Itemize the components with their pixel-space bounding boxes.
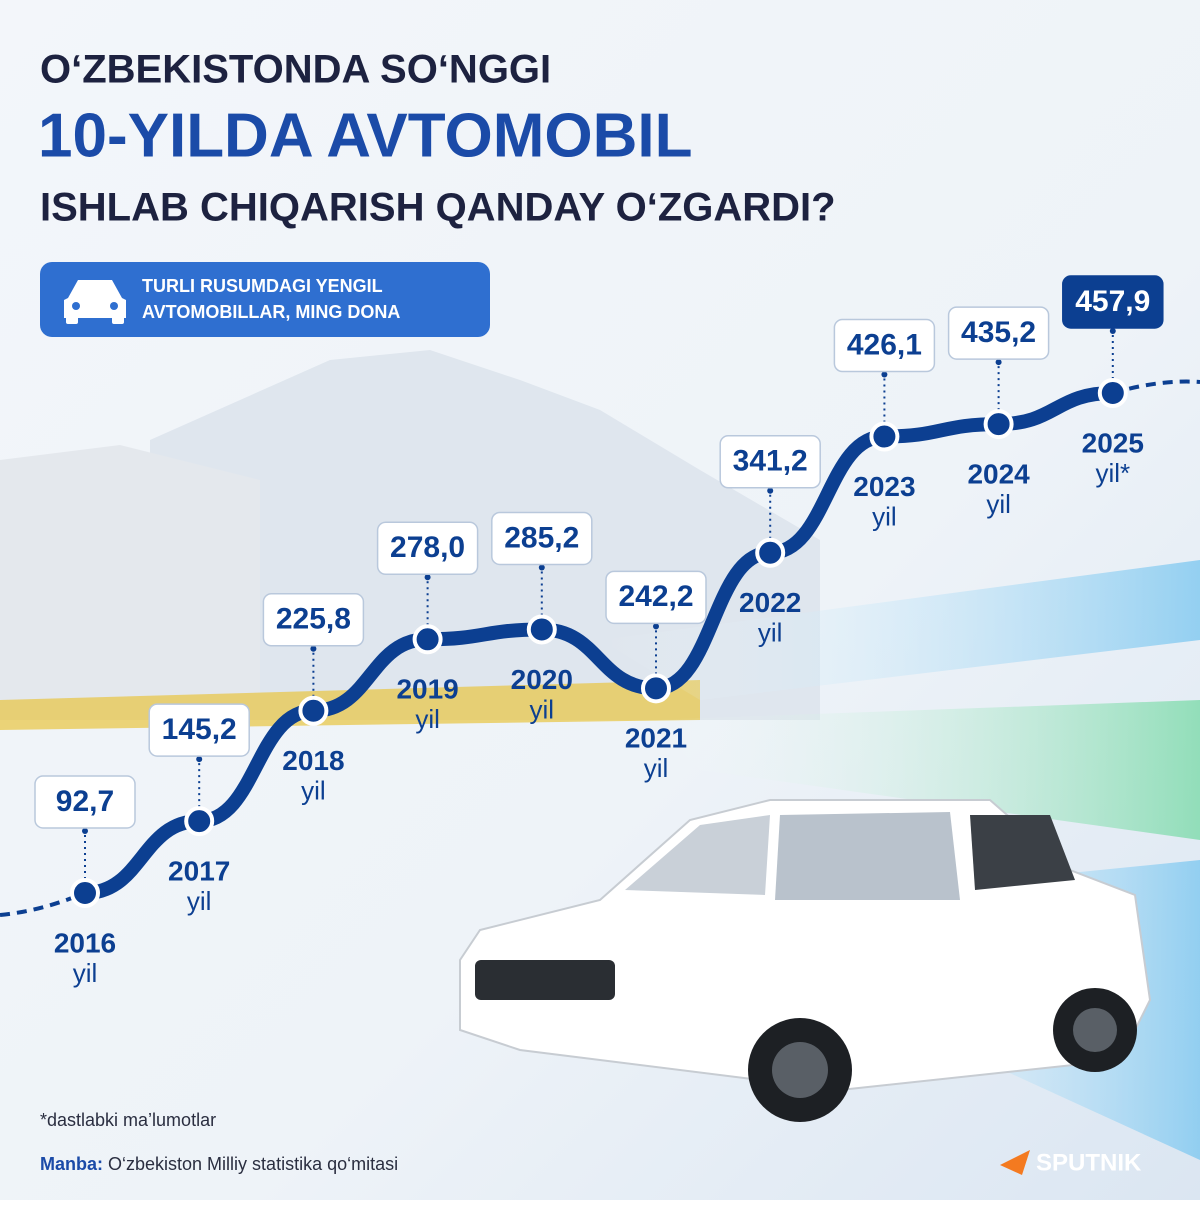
x-tick-label: 2017 (168, 856, 230, 887)
value-label: 278,0 (390, 531, 465, 564)
value-box (491, 511, 593, 566)
value-box (947, 306, 1050, 360)
subtitle: AVTOMOBILLAR, MING DONA (142, 302, 400, 322)
leader-dot (1109, 328, 1116, 334)
point (983, 409, 1014, 440)
point (641, 673, 671, 704)
speed-streak (600, 560, 1200, 700)
leader-dot (995, 359, 1002, 366)
x-tick-sublabel: yil (758, 618, 783, 648)
line (78, 386, 1120, 900)
leader-dot (653, 623, 659, 630)
x-tick-label: 2024 (967, 458, 1030, 489)
point (412, 624, 443, 655)
x-tick-label: 2020 (511, 664, 573, 695)
x-tick-label: 2019 (396, 674, 458, 705)
x-tick-label: 2023 (853, 471, 915, 502)
value-box (262, 593, 365, 647)
source-text: O‘zbekiston Milliy statistika qo‘mitasi (108, 1154, 398, 1174)
x-tick-label: 2016 (54, 927, 116, 958)
point (869, 421, 900, 452)
leader-dot (196, 756, 203, 763)
title: 10-YILDA AVTOMOBIL (38, 101, 692, 170)
x-tick-sublabel: yil (986, 489, 1011, 519)
value-label: 426,1 (847, 328, 922, 361)
x-tick-sublabel: yil (187, 886, 212, 916)
x-tick-label: 2018 (282, 745, 344, 776)
leader-dot (881, 371, 888, 378)
x-tick-sublabel: yil (415, 704, 440, 734)
point (1097, 378, 1128, 408)
value-box (148, 703, 250, 757)
subtitle-badge (40, 262, 490, 337)
source-label: Manba: (40, 1154, 103, 1174)
value-label: 285,2 (504, 521, 579, 554)
point (70, 878, 100, 908)
value-label: 92,7 (56, 785, 114, 818)
speed-streak (650, 700, 1200, 840)
x-tick-sublabel: yil* (1095, 458, 1130, 488)
x-tick-label: 2022 (739, 587, 801, 618)
value-box (376, 521, 479, 576)
value-box (605, 570, 707, 625)
car-icon (64, 280, 126, 324)
subtitle: TURLI RUSUMDAGI YENGIL (142, 276, 383, 296)
point (755, 537, 786, 568)
value-label: 225,8 (276, 603, 351, 636)
brand: SPUTNIK (1036, 1149, 1142, 1176)
value-label: 341,2 (733, 445, 808, 478)
factory-car (0, 445, 260, 720)
footnote: *dastlabki ma’lumotlar (40, 1110, 216, 1130)
value-box (34, 775, 136, 829)
value-box (1062, 275, 1164, 329)
value-box (719, 435, 821, 489)
x-tick-sublabel: yil (530, 694, 555, 724)
point (298, 695, 329, 726)
x-tick-sublabel: yil (872, 501, 897, 531)
leader-dot (82, 828, 88, 834)
line-extension (0, 891, 86, 917)
leader-dot (767, 487, 774, 494)
point (184, 806, 215, 837)
value-box (833, 318, 936, 373)
title: ISHLAB CHIQARISH QANDAY O‘ZGARDI? (40, 186, 836, 230)
value-label: 435,2 (961, 316, 1036, 349)
car-illustration (459, 799, 1152, 1122)
x-tick-label: 2021 (625, 723, 687, 754)
x-tick-sublabel: yil (301, 776, 326, 806)
value-label: 457,9 (1075, 285, 1150, 318)
value-label: 242,2 (618, 580, 693, 613)
point (526, 614, 557, 645)
x-tick-label: 2025 (1082, 427, 1144, 458)
leader-dot (538, 564, 545, 571)
value-label: 145,2 (162, 713, 237, 746)
source: Manba: O‘zbekiston Milliy statistika qo‘… (40, 1154, 398, 1174)
x-tick-sublabel: yil (644, 753, 669, 783)
title: O‘ZBEKISTONDA SO‘NGGI (40, 48, 551, 92)
x-tick-sublabel: yil (73, 958, 98, 988)
leader-dot (310, 645, 317, 652)
brand-logo (1000, 1150, 1030, 1175)
leader-dot (424, 574, 431, 581)
